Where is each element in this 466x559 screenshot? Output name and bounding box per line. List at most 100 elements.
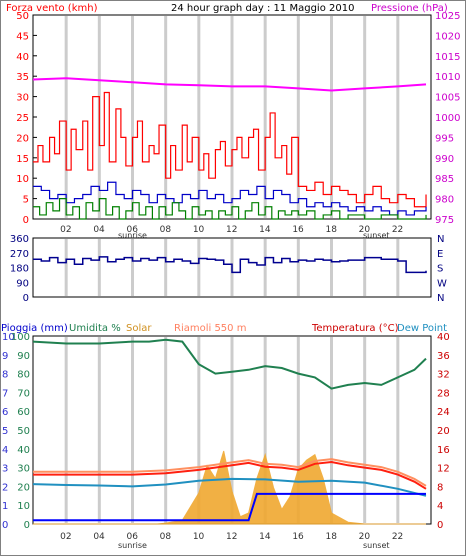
legend-dew-point: Dew Point: [397, 323, 447, 334]
legend-rain: Pioggia (mm): [1, 323, 68, 334]
legend-humidity: Umidita %: [69, 323, 121, 334]
x-tick-label: 22: [392, 532, 403, 542]
wind-y-tick: 25: [16, 113, 29, 124]
wind-min-series: [33, 198, 427, 220]
rain-y-tick: 2: [2, 482, 8, 493]
x-tick-label: 20: [359, 532, 371, 542]
x-tick-label: 16: [292, 225, 304, 235]
chart-title: 24 hour graph day : 11 Maggio 2010: [171, 3, 354, 14]
humidity-y-tick: 10: [17, 501, 30, 512]
direction-y-tick: 270: [10, 249, 29, 260]
temperature-y-tick: 16: [437, 445, 450, 456]
legend-station: Riamoli 550 m: [174, 323, 246, 334]
rain-y-tick: 4: [2, 445, 8, 456]
rain-y-tick: 0: [2, 520, 8, 531]
wind-y-tick: 10: [16, 174, 29, 185]
humidity-y-tick: 100: [11, 332, 30, 343]
wind-y-tick: 15: [16, 154, 29, 165]
rain-series: [33, 492, 426, 522]
x-tick-label: 04: [93, 225, 105, 235]
humidity-y-tick: 20: [17, 482, 30, 493]
pressure-y-tick: 990: [435, 154, 454, 165]
pressure-y-tick: 1000: [435, 113, 460, 124]
x-tick-label: 10: [193, 225, 205, 235]
temperature-series: [33, 460, 427, 490]
temperature-y-tick: 8: [437, 482, 443, 493]
wind-y-tick: 45: [16, 31, 29, 42]
direction-y-tick: 180: [10, 264, 29, 275]
x-tick-label: 06: [127, 225, 139, 235]
rain-y-tick: 7: [2, 388, 8, 399]
wind-y-tick: 50: [16, 11, 29, 22]
pressure-y-tick: 985: [435, 174, 454, 185]
pressure-y-tick: 995: [435, 133, 454, 144]
x-tick-label: 08: [160, 225, 172, 235]
wind-direction-series: [33, 256, 427, 274]
x-tick-label: 04: [93, 532, 105, 542]
wind-y-tick: 35: [16, 72, 29, 83]
wind-y-tick: 5: [23, 195, 29, 206]
x-tick-label: 12: [226, 225, 237, 235]
solar-series: [33, 450, 427, 525]
temperature-y-tick: 4: [437, 501, 443, 512]
rain-y-tick: 6: [2, 407, 8, 418]
humidity-y-tick: 90: [17, 351, 30, 362]
sunrise-label-wind: sunrise: [118, 231, 147, 240]
direction-y-tick: 0: [23, 293, 29, 304]
temperature-y-tick: 28: [437, 388, 450, 399]
temperature-y-tick: 40: [437, 332, 450, 343]
wind-y-tick: 40: [16, 52, 29, 63]
x-tick-label: 14: [259, 532, 271, 542]
pressure-y-tick: 1020: [435, 31, 460, 42]
pressure-y-tick: 1010: [435, 72, 460, 83]
pressure-y-tick: 1005: [435, 93, 460, 104]
temperature-y-tick: 12: [437, 464, 450, 475]
x-tick-label: 22: [392, 225, 403, 235]
temperature-y-tick: 24: [437, 407, 450, 418]
legend-temperature: Temperatura (°C): [311, 323, 399, 334]
x-tick-label: 14: [259, 225, 271, 235]
rain-y-tick: 8: [2, 370, 8, 381]
rain-y-tick: 9: [2, 351, 8, 362]
rain-y-tick: 3: [2, 464, 8, 475]
pressure-y-tick: 1015: [435, 52, 460, 63]
x-tick-label: 02: [60, 225, 71, 235]
temperature-y-tick: 36: [437, 351, 450, 362]
humidity-y-tick: 0: [24, 520, 30, 531]
humidity-y-tick: 50: [17, 426, 30, 437]
dew-point-series: [32, 477, 427, 497]
x-tick-label: 16: [292, 532, 304, 542]
rain-y-tick: 5: [2, 426, 8, 437]
direction-compass-tick: S: [437, 264, 443, 275]
x-tick-label: 10: [193, 532, 205, 542]
rain-y-tick: 1: [2, 501, 8, 512]
humidity-y-tick: 80: [17, 370, 30, 381]
wind-y-tick: 0: [23, 215, 29, 226]
pressure-y-tick: 980: [435, 195, 454, 206]
sunset-label-temp: sunset: [363, 541, 390, 550]
x-tick-label: 20: [359, 225, 371, 235]
wind-avg-series: [33, 181, 427, 216]
direction-compass-tick: N: [437, 293, 444, 304]
pressure-y-tick: 1025: [435, 11, 460, 22]
direction-y-tick: 90: [16, 278, 29, 289]
pressure-y-tick: 975: [435, 215, 454, 226]
legend-solar: Solar: [126, 323, 152, 334]
direction-compass-tick: E: [437, 249, 443, 260]
x-tick-label: 18: [326, 225, 338, 235]
humidity-y-tick: 60: [17, 407, 30, 418]
direction-y-tick: 360: [10, 234, 29, 245]
wind-axis-title: Forza vento (kmh): [6, 3, 98, 14]
pressure-series: [32, 77, 427, 92]
direction-compass-tick: W: [437, 278, 447, 289]
humidity-series: [32, 338, 427, 390]
x-tick-label: 12: [226, 532, 237, 542]
humidity-y-tick: 40: [17, 445, 30, 456]
x-tick-label: 18: [326, 532, 338, 542]
wind-gust-series: [33, 91, 427, 208]
sunrise-label-temp: sunrise: [118, 541, 147, 550]
pressure-axis-title: Pressione (hPa): [371, 3, 448, 14]
sunset-label-wind: sunset: [363, 231, 390, 240]
temperature-y-tick: 32: [437, 370, 450, 381]
